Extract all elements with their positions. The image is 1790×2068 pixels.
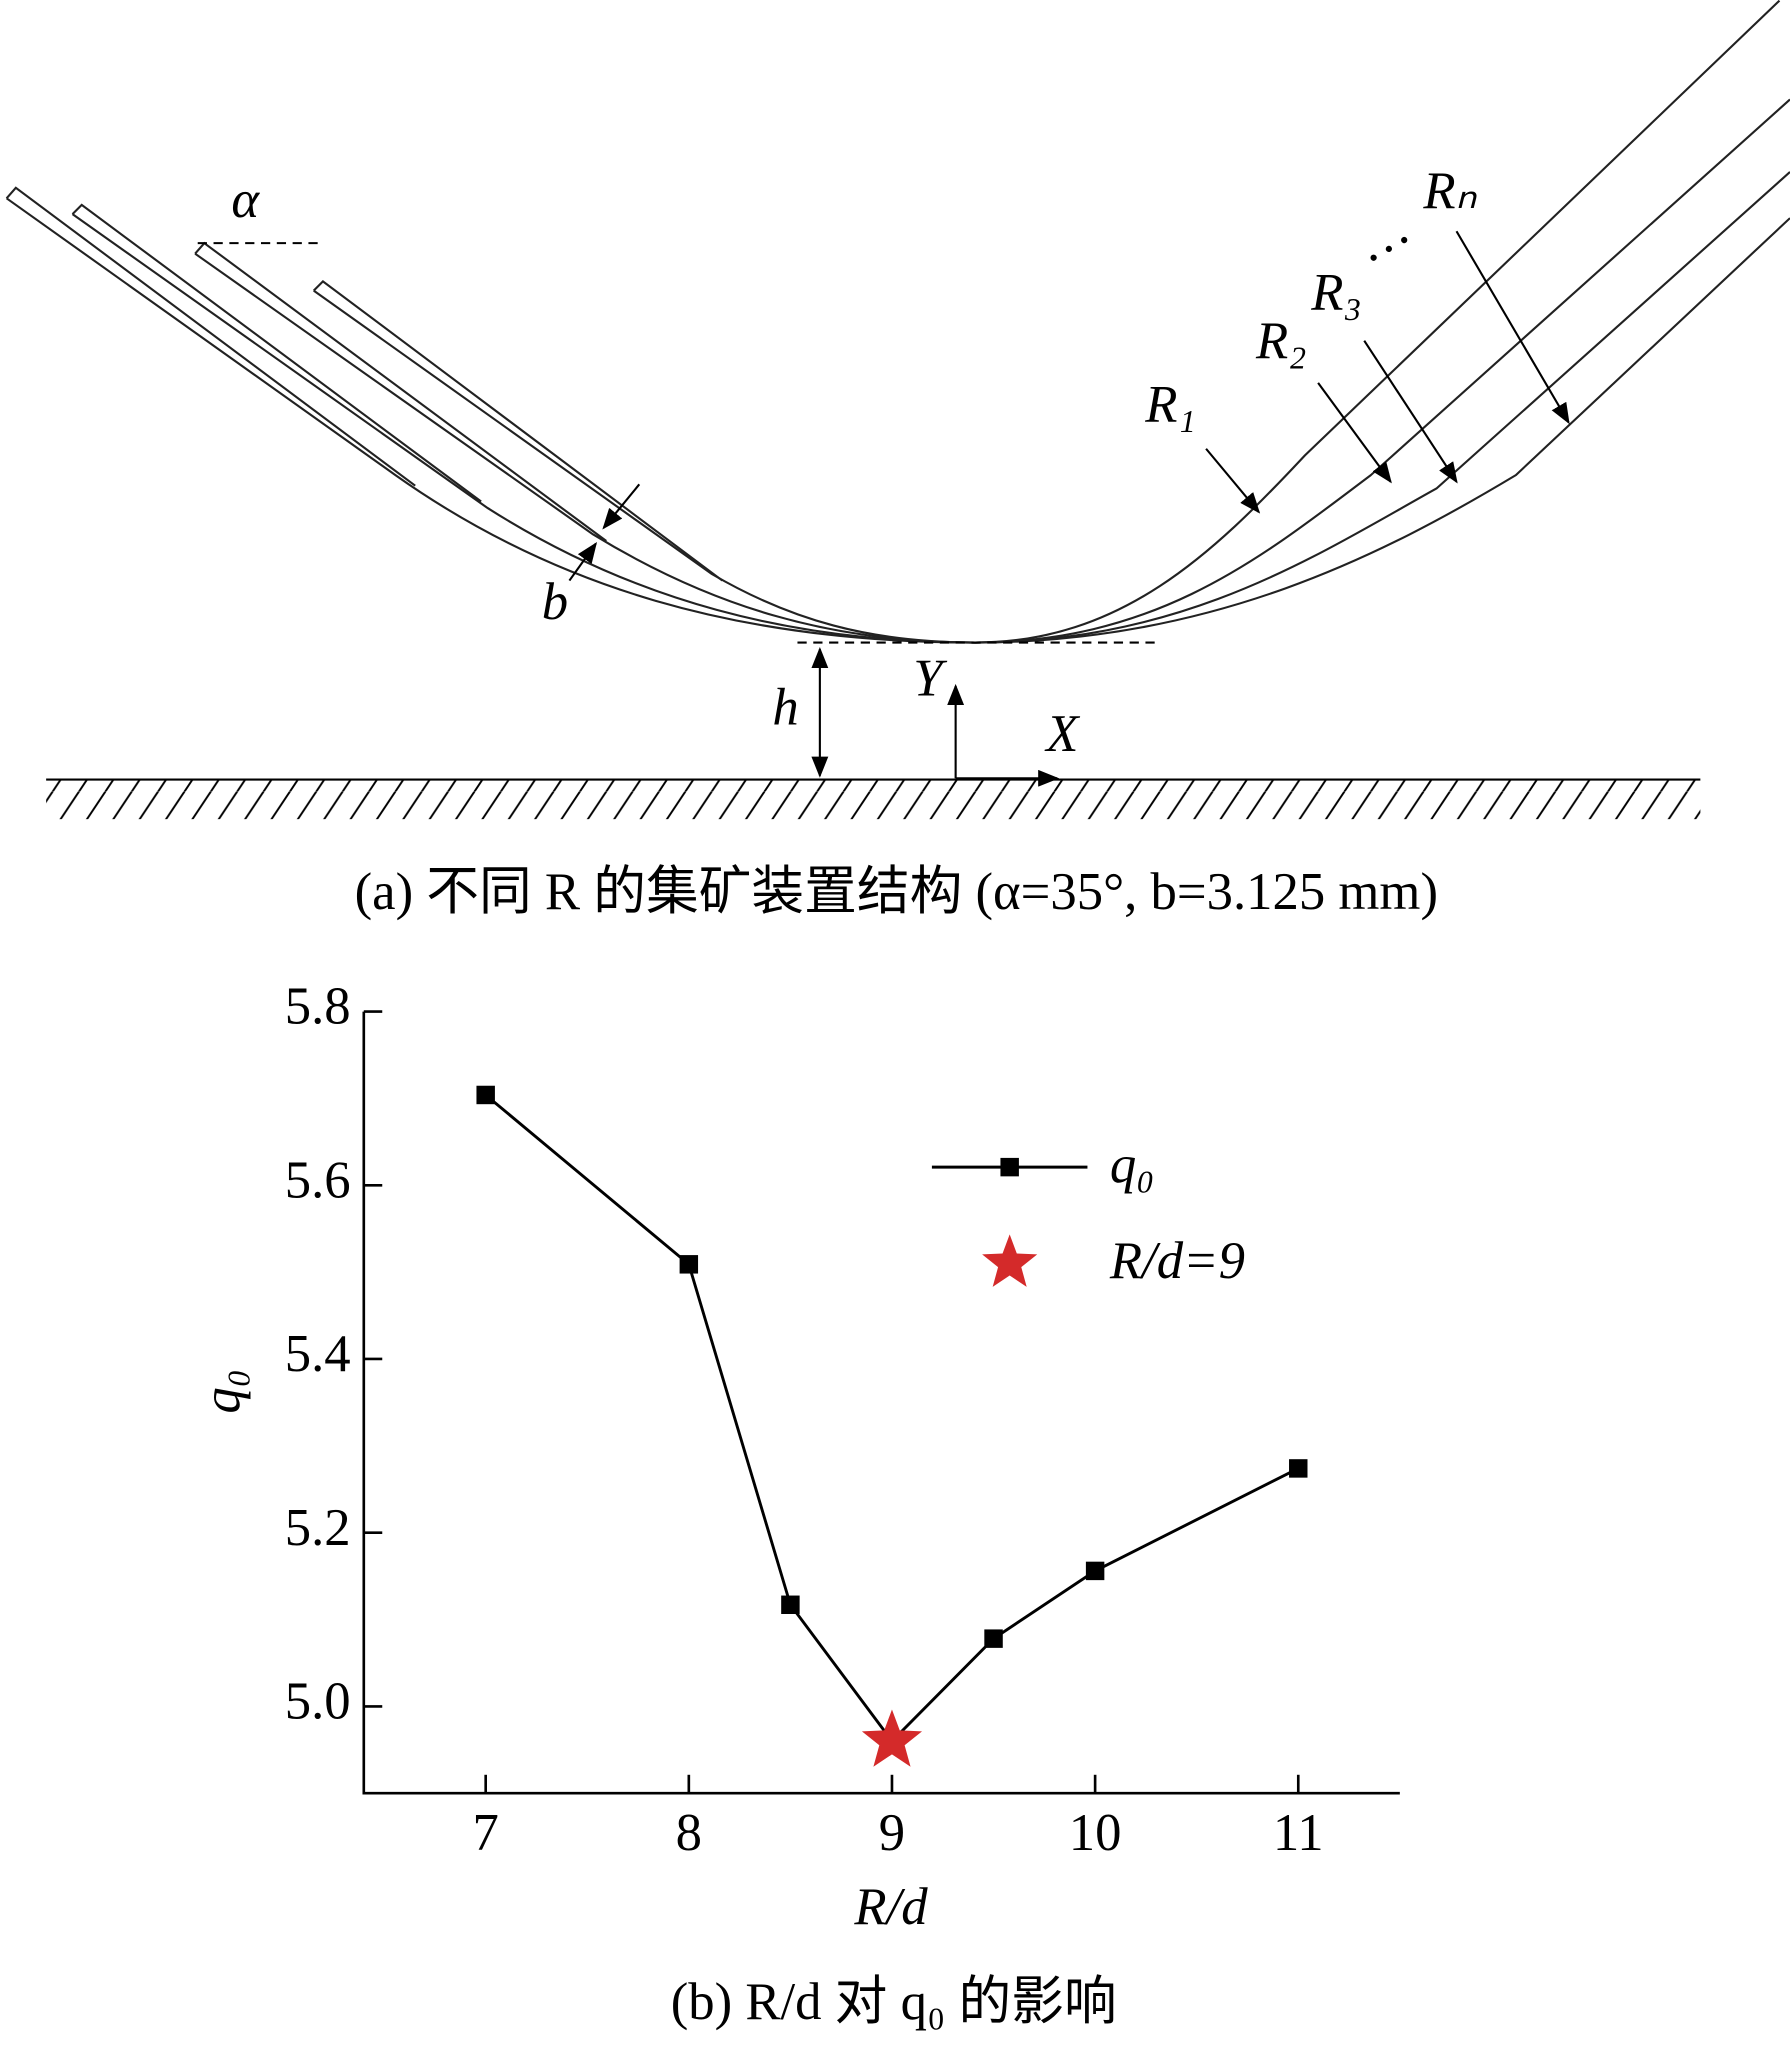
- curve-label: R₃: [1310, 263, 1362, 321]
- x-axis-label: X: [1044, 705, 1080, 763]
- arrow: [568, 541, 598, 582]
- caption: (b) R/d 对 q₀ 的影响: [671, 1973, 1117, 2031]
- series-line: [484, 1093, 1299, 1744]
- x-tick-label: 10: [1069, 1804, 1122, 1862]
- ground-hatch: [46, 779, 1701, 820]
- x-tick-label: 11: [1273, 1804, 1324, 1862]
- arrow: [1205, 448, 1261, 514]
- curve: [71, 98, 1790, 644]
- point: [984, 1629, 1003, 1648]
- plate-edge: [194, 241, 607, 542]
- plate-edge: [5, 186, 416, 487]
- curve-label: Rₙ: [1422, 162, 1477, 220]
- curve: [313, 217, 1790, 644]
- diagram: α b h Y X R₁ R₂ R₃ … Rₙ (a) 不同 R 的集矿装置结构…: [5, 0, 1790, 921]
- alpha-label: α: [231, 171, 260, 229]
- x-tick-label: 8: [676, 1804, 702, 1862]
- y-tick-label: 5.6: [285, 1151, 351, 1209]
- y-tick-label: 5.0: [285, 1672, 351, 1730]
- axes: [362, 1011, 1400, 1795]
- plate-edge: [71, 203, 482, 503]
- arrow: [1317, 382, 1392, 484]
- curve: [5, 0, 1781, 644]
- y-tick-label: 5.4: [285, 1325, 351, 1383]
- caption: (a) 不同 R 的集矿装置结构 (α=35°, b=3.125 mm): [355, 863, 1438, 921]
- x-axis-title: R/d: [853, 1878, 928, 1936]
- legend-marker: [982, 1234, 1038, 1287]
- point: [861, 1709, 923, 1767]
- x-tick-label: 7: [473, 1804, 499, 1862]
- y-axis-title: q₀: [193, 1369, 251, 1414]
- point: [679, 1255, 699, 1274]
- arrow: [602, 483, 641, 530]
- y-tick-label: 5.8: [285, 978, 351, 1036]
- curve-label: R₂: [1255, 312, 1307, 370]
- b-label: b: [542, 573, 568, 631]
- point: [1289, 1459, 1308, 1478]
- point: [781, 1595, 800, 1614]
- curve-label: R₁: [1144, 375, 1196, 433]
- chart: (b) R/d 对 q₀ 的影响 R/d q₀ 5.0 5.2 5.4 5.6 5.8 7…: [193, 978, 1400, 2031]
- arrow: [1363, 340, 1458, 484]
- arrow: [1455, 230, 1570, 425]
- y-tick-label: 5.2: [285, 1499, 351, 1557]
- point: [1085, 1561, 1105, 1581]
- plate-edge: [312, 279, 723, 582]
- point: [476, 1085, 495, 1105]
- legend-label: R/d=9: [1109, 1232, 1245, 1290]
- y-axis-label: Y: [913, 649, 947, 707]
- h-label: h: [772, 678, 798, 736]
- curve: [194, 171, 1790, 644]
- legend-marker: [1000, 1157, 1019, 1177]
- legend-label: q₀: [1110, 1136, 1155, 1194]
- x-tick-label: 9: [879, 1804, 905, 1862]
